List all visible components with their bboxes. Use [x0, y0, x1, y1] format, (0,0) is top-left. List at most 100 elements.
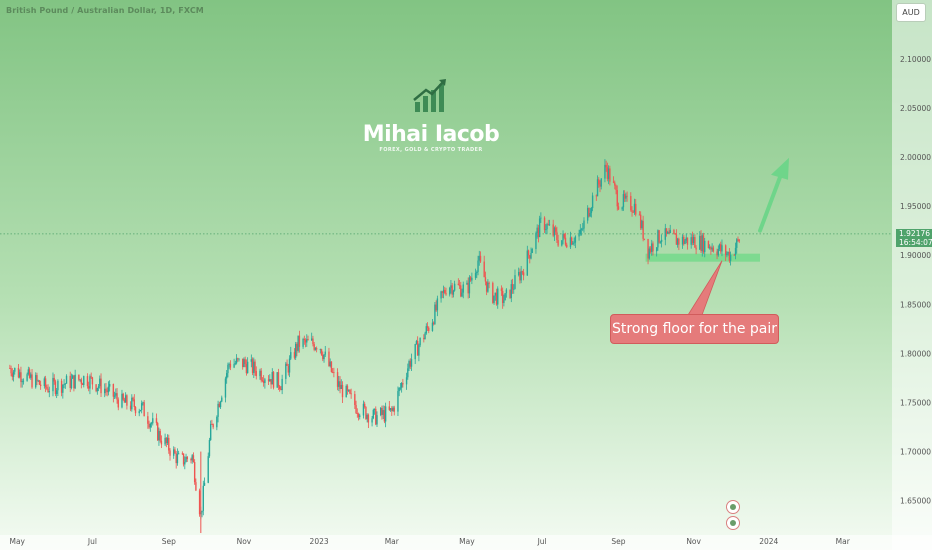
candle-body: [9, 368, 11, 369]
candle-body: [736, 239, 738, 248]
candle-body: [665, 228, 668, 234]
candle-body: [517, 271, 520, 276]
candle-body: [122, 393, 124, 400]
candle-body: [264, 379, 266, 384]
candle-body: [225, 373, 228, 379]
candle-body: [724, 245, 727, 256]
support-zone: [645, 253, 760, 262]
candle-body: [604, 164, 606, 179]
candle-body: [660, 239, 663, 242]
candle-body: [139, 410, 142, 412]
candle-body: [39, 384, 42, 387]
x-tick-label: Jul: [87, 537, 97, 546]
candle-body: [649, 248, 652, 252]
candle-body: [70, 378, 73, 388]
currency-selector[interactable]: AUD: [896, 3, 926, 22]
event-marker-icon[interactable]: [726, 516, 740, 530]
candle-body: [419, 337, 421, 346]
candle-body: [303, 338, 306, 340]
candle-body: [294, 343, 297, 358]
candle-body: [302, 338, 304, 347]
candle-body: [22, 380, 25, 382]
candle-body: [586, 208, 589, 221]
growth-chart-logo-icon: [413, 79, 446, 112]
candle-body: [553, 227, 556, 236]
candle-body: [184, 462, 186, 465]
candle-body: [684, 240, 686, 244]
candle-body: [531, 249, 533, 254]
candle-body: [177, 453, 180, 455]
candle-body: [81, 383, 84, 386]
event-marker-icon[interactable]: [726, 500, 740, 514]
y-tick-label: 1.70000: [900, 448, 931, 457]
candle-body: [526, 250, 529, 276]
candle-body: [582, 228, 584, 230]
candle-body: [80, 379, 83, 384]
candle-body: [492, 282, 494, 303]
candle-body: [79, 379, 81, 381]
candle-body: [652, 243, 654, 252]
candle-body: [711, 247, 713, 250]
candle-body: [134, 407, 137, 414]
candle-body: [574, 236, 577, 243]
candle-body: [573, 242, 575, 244]
candle-body: [546, 224, 548, 230]
candle-body: [20, 372, 22, 382]
candle-body: [44, 378, 47, 388]
candle-body: [211, 423, 213, 425]
x-tick-label: May: [9, 537, 25, 546]
candle-body: [143, 402, 145, 417]
support-callout: Strong floor for the pair: [610, 314, 779, 344]
candle-body: [78, 374, 80, 380]
candle-body: [664, 228, 667, 240]
candle-body: [362, 403, 365, 416]
candle-body: [262, 380, 265, 384]
candle-body: [166, 437, 169, 443]
candle-body: [647, 239, 649, 259]
candle-body: [651, 243, 653, 252]
candle-body: [346, 385, 349, 391]
candle-body: [595, 195, 598, 197]
y-tick-label: 1.85000: [900, 300, 931, 309]
candle-body: [64, 383, 66, 385]
candle-body: [659, 241, 662, 243]
candle-body: [708, 247, 711, 249]
candle-body: [97, 386, 100, 388]
candle-body: [450, 285, 452, 288]
y-tick-label: 1.95000: [900, 202, 931, 211]
y-tick-label: 1.75000: [900, 398, 931, 407]
candle-body: [616, 190, 618, 207]
candle-body: [218, 403, 221, 408]
candle-body: [461, 292, 463, 297]
candle-body: [322, 354, 324, 360]
candle-body: [440, 291, 442, 299]
candle-body: [635, 203, 637, 215]
candle-body: [201, 510, 203, 513]
candle-body: [400, 383, 403, 388]
forecast-arrow: [758, 169, 784, 233]
candle-body: [356, 413, 358, 414]
candle-body: [113, 395, 116, 397]
candle-body: [65, 375, 68, 384]
candle-body: [259, 370, 261, 377]
candle-body: [115, 393, 117, 396]
candle-body: [129, 405, 132, 410]
candle-body: [469, 277, 472, 281]
candle-body: [435, 304, 437, 311]
candle-body: [36, 375, 38, 381]
candle-body: [347, 389, 350, 391]
candle-body: [734, 247, 737, 256]
candle-body: [477, 260, 479, 272]
candle-body: [614, 182, 616, 186]
candle-body: [467, 282, 469, 294]
candle-body: [537, 227, 540, 238]
candle-body: [519, 271, 521, 281]
candle-body: [712, 247, 715, 252]
candle-body: [155, 418, 158, 424]
candle-body: [667, 231, 669, 234]
candle-body: [436, 298, 439, 311]
candle-body: [407, 368, 409, 378]
candle-body: [683, 236, 685, 244]
